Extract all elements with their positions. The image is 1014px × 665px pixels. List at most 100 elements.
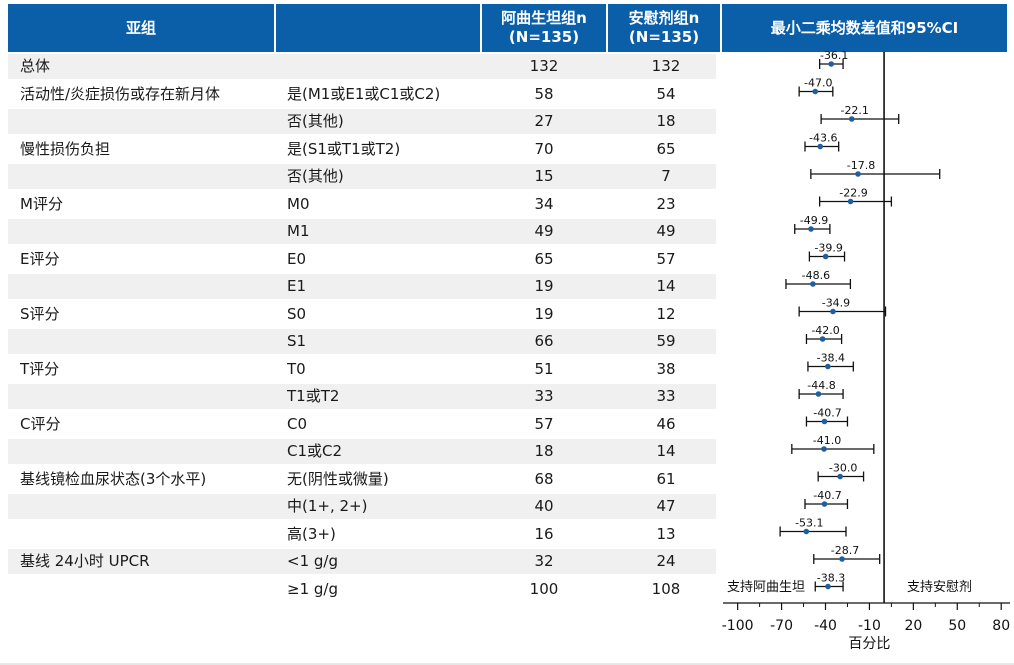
header-arm1-line2: (N=135) (508, 28, 580, 46)
row-level-label: <1 g/g (287, 552, 338, 570)
row-n-arm2: 57 (656, 249, 676, 268)
header-arm2-line2: (N=135) (628, 28, 700, 46)
row-n-arm2: 46 (656, 414, 676, 433)
row-level-label: 否(其他) (287, 112, 344, 130)
row-n-arm1: 58 (534, 84, 554, 103)
row-n-arm2: 38 (656, 359, 676, 378)
row-n-arm1: 34 (534, 194, 554, 213)
row-n-arm1: 70 (534, 139, 554, 158)
row-n-arm1: 15 (534, 167, 554, 185)
point-estimate (847, 198, 854, 205)
row-level-label: M1 (287, 222, 310, 240)
row-n-arm2: 33 (656, 387, 676, 405)
x-tick-label: -40 (814, 618, 837, 634)
estimate-label: -53.1 (795, 517, 823, 530)
point-estimate (822, 253, 829, 260)
row-level-label: C0 (287, 414, 308, 433)
row-level-label: 高(3+) (287, 524, 336, 543)
row-level-label: C1或C2 (287, 442, 343, 460)
x-tick-label: -70 (770, 618, 793, 634)
point-estimate (848, 116, 855, 122)
row-group-label: M评分 (20, 194, 63, 213)
row-group-label: C评分 (20, 414, 61, 433)
row-n-arm2: 59 (656, 332, 676, 350)
x-axis-title: 百分比 (848, 636, 890, 652)
row-stripe (8, 384, 716, 409)
row-n-arm1: 40 (534, 497, 554, 515)
header-level (276, 4, 480, 52)
point-estimate (855, 171, 861, 177)
row-stripe (8, 219, 716, 244)
header-arm1-line1: 阿曲生坦组n (501, 9, 587, 27)
row-level-label: ≥1 g/g (287, 579, 338, 598)
estimate-label: -22.9 (839, 187, 867, 200)
point-estimate (828, 61, 835, 67)
row-level-label: 否(其他) (287, 167, 344, 185)
row-group-label: T评分 (20, 359, 60, 378)
row-group-label: E评分 (20, 249, 60, 268)
estimate-label: -42.0 (811, 324, 839, 337)
header-subgroup-label: 亚组 (125, 18, 156, 37)
estimate-label: -30.0 (829, 462, 857, 475)
row-stripe (8, 549, 716, 574)
row-level-label: T0 (287, 359, 306, 378)
header-arm2: 安慰剂组n (N=135) (608, 4, 720, 52)
estimate-label: -22.1 (840, 104, 868, 117)
row-n-arm2: 7 (661, 167, 671, 185)
row-n-arm1: 65 (534, 249, 554, 268)
row-stripe (8, 54, 716, 79)
estimate-label: -36.1 (820, 49, 848, 62)
point-estimate (825, 363, 831, 370)
row-n-arm1: 51 (534, 359, 554, 378)
row-n-arm2: 13 (656, 524, 676, 543)
row-n-arm2: 14 (656, 442, 676, 460)
row-group-label: 活动性/炎症损伤或存在新月体 (20, 84, 221, 103)
x-tick-label: 50 (948, 618, 966, 634)
row-level-label: T1或T2 (287, 387, 340, 405)
estimate-label: -48.6 (802, 269, 830, 282)
row-n-arm2: 108 (651, 579, 681, 598)
estimate-label: -34.9 (822, 297, 850, 310)
row-level-label: E0 (287, 249, 307, 268)
row-group-label: 基线 24小时 UPCR (20, 552, 150, 570)
point-estimate (839, 556, 845, 562)
point-estimate (817, 143, 824, 150)
estimate-label: -40.7 (813, 407, 841, 420)
row-stripe (8, 329, 716, 354)
x-tick-label: 80 (992, 618, 1010, 634)
estimate-label: -43.6 (809, 132, 837, 145)
point-estimate (825, 583, 831, 590)
estimate-label: -17.8 (847, 159, 875, 172)
row-level-label: S1 (287, 332, 307, 350)
row-n-arm2: 47 (656, 497, 676, 515)
point-estimate (821, 446, 827, 452)
point-estimate (812, 88, 819, 95)
row-stripe (8, 439, 716, 464)
row-group-label: 基线镜检血尿状态(3个水平) (20, 469, 207, 488)
row-stripe (8, 164, 716, 189)
row-n-arm2: 23 (656, 194, 676, 213)
row-group-label: 总体 (20, 57, 51, 75)
row-level-label: E1 (287, 277, 307, 295)
row-n-arm2: 18 (656, 112, 676, 130)
row-level-label: S0 (287, 304, 307, 323)
point-estimate (819, 336, 826, 342)
row-n-arm2: 14 (656, 277, 676, 295)
estimate-label: -44.8 (807, 379, 835, 392)
estimate-label: -49.9 (800, 214, 828, 227)
header-subgroup: 亚组 (8, 4, 274, 52)
estimate-label: -40.7 (813, 489, 841, 502)
row-n-arm1: 32 (534, 552, 554, 570)
row-n-arm1: 66 (534, 332, 554, 350)
estimate-label: -38.4 (817, 352, 845, 365)
row-n-arm1: 132 (529, 57, 559, 75)
estimate-label: -47.0 (804, 77, 832, 90)
row-n-arm2: 65 (656, 139, 676, 158)
point-estimate (808, 226, 814, 232)
header-effect-label: 最小二乘均数差值和95%CI (770, 18, 959, 37)
point-estimate (815, 391, 822, 397)
row-level-label: 是(S1或T1或T2) (287, 139, 401, 158)
row-stripe (8, 274, 716, 299)
row-level-label: M0 (287, 194, 310, 213)
